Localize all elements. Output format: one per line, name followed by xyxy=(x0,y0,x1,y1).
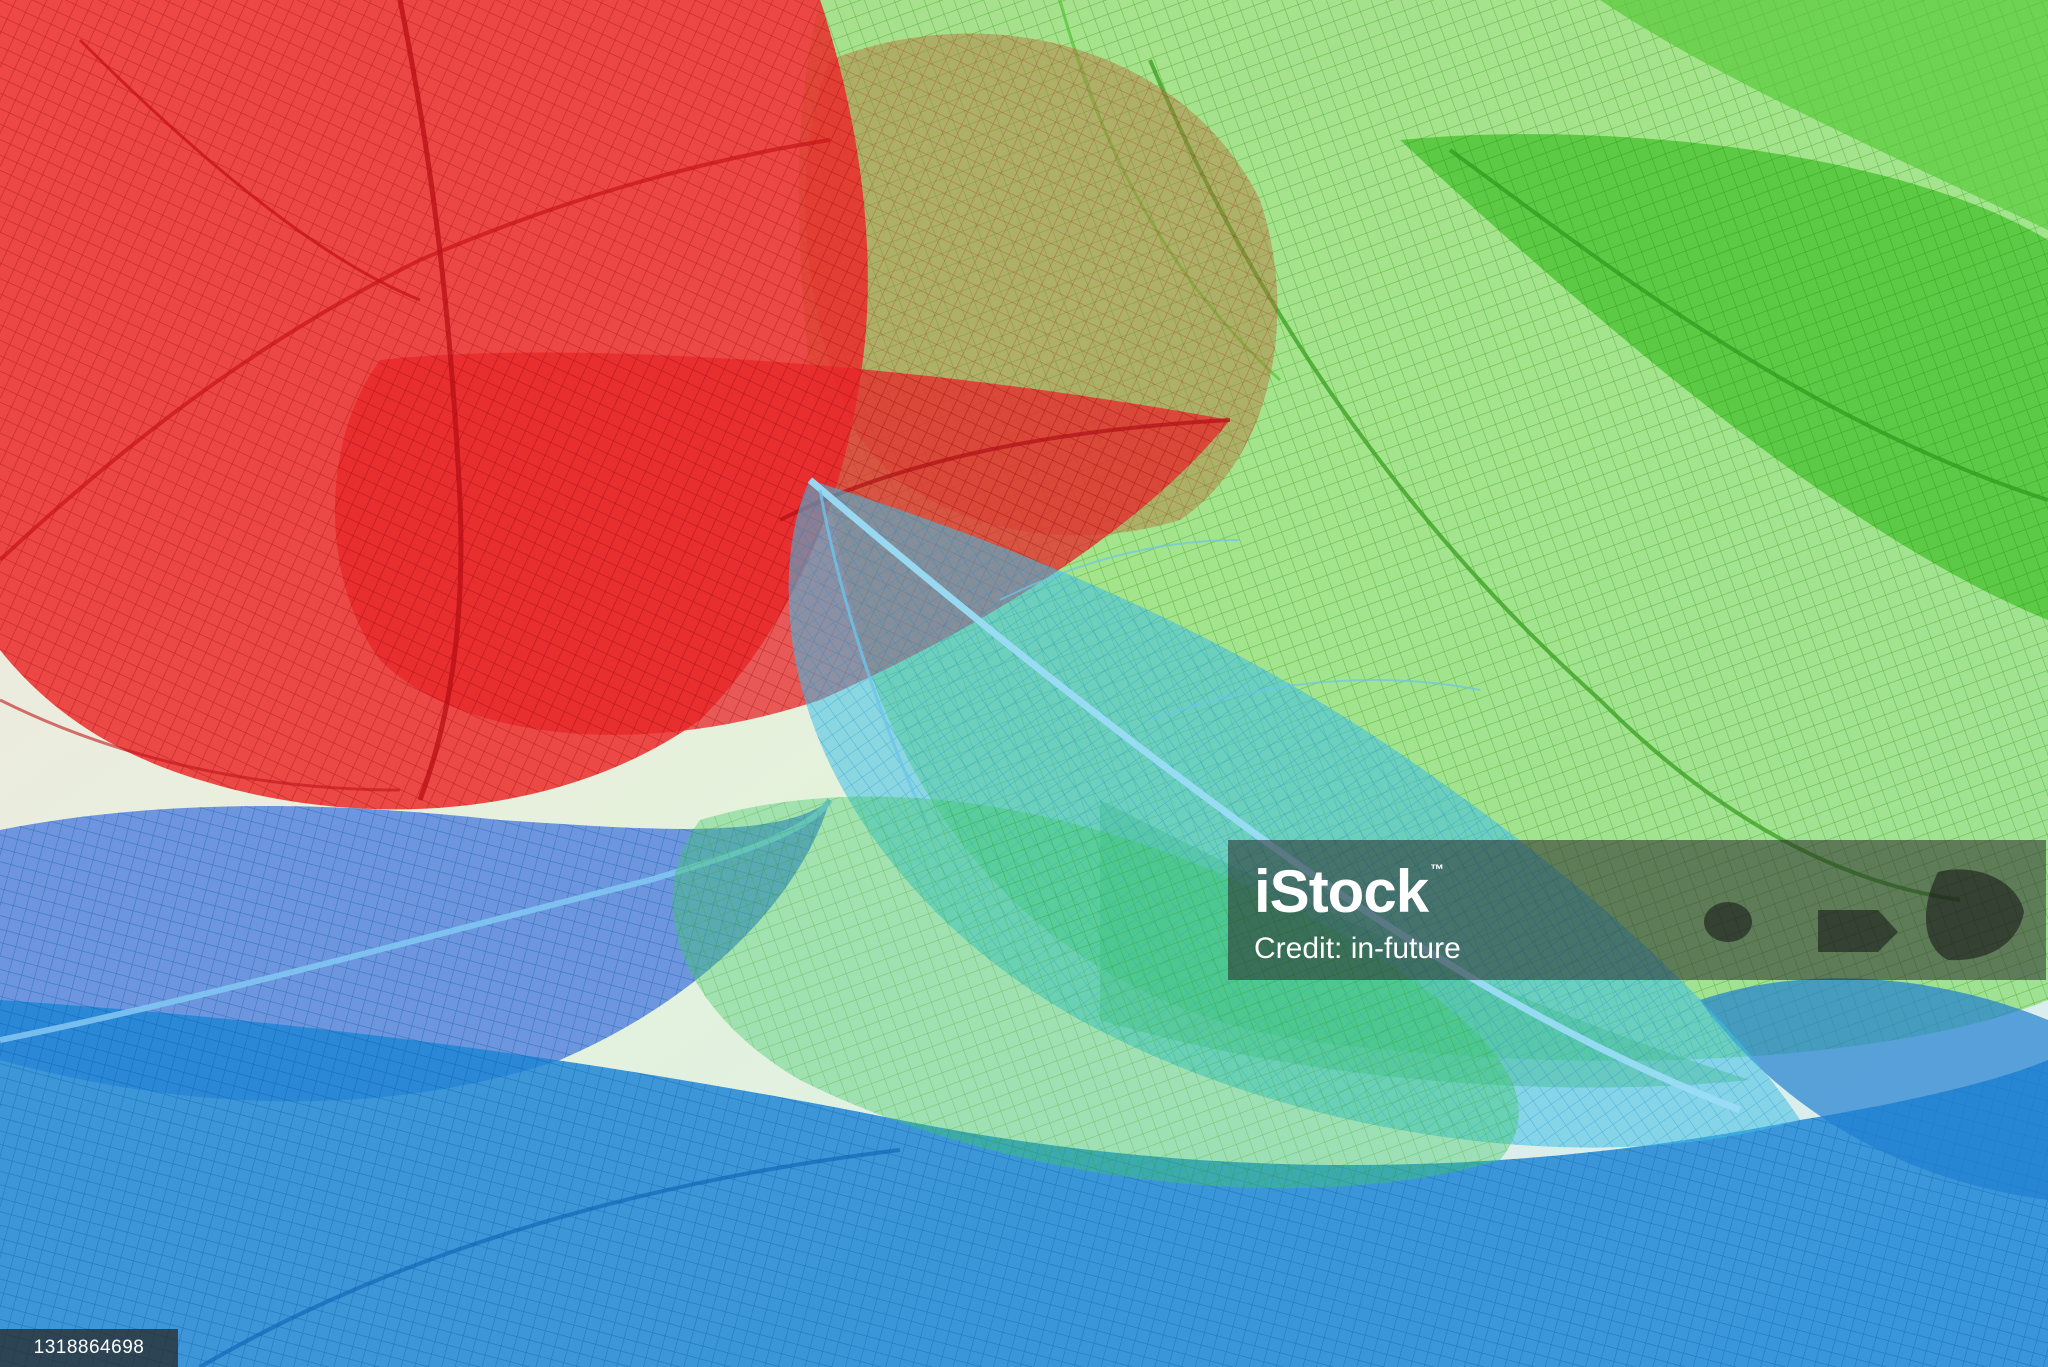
green-leaf-lower xyxy=(672,796,1519,1189)
image-id-label: 1318864698 xyxy=(0,1329,178,1367)
istock-logo-icon xyxy=(1704,869,2024,961)
watermark-brand: iStock ™ xyxy=(1254,858,1444,925)
red-leaf-cluster xyxy=(0,0,1231,810)
watermark-banner: iStock ™ Credit: in-future xyxy=(1228,840,2046,980)
watermark-credit: Credit: in-future xyxy=(1254,932,1461,965)
blue-leaf-cluster xyxy=(0,798,2048,1367)
